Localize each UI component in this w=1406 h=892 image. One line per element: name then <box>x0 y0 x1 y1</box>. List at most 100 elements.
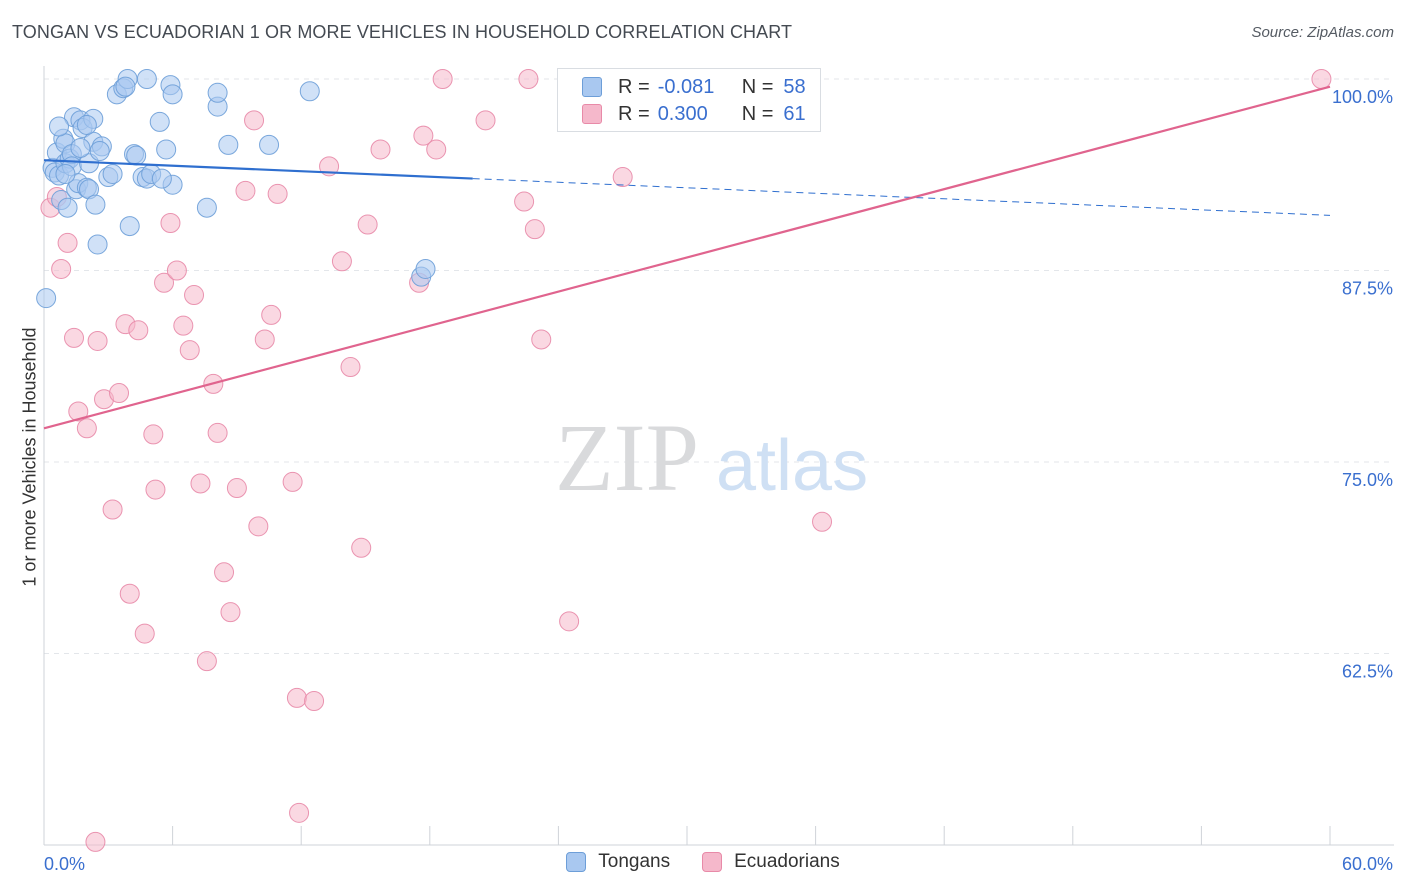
ecuadorian-point <box>518 69 539 89</box>
tongan-point <box>119 216 140 237</box>
ecuadorian-point <box>154 272 175 293</box>
ecuadorian-point <box>340 357 361 378</box>
ecuadorian-point <box>64 327 85 348</box>
tongan-point <box>115 76 136 97</box>
tongan-point <box>415 258 436 279</box>
series-ecuadorians <box>40 69 1332 852</box>
ecuadorian-point <box>413 125 434 146</box>
legend-r-label: R = <box>618 75 650 98</box>
ecuadorian-point <box>119 583 140 604</box>
watermark-atlas: atlas <box>716 426 868 506</box>
ecuadorian-point <box>128 320 149 341</box>
legend-r-value: -0.081 <box>657 75 715 98</box>
ecuadorian-point <box>426 139 447 160</box>
tongan-point <box>76 114 97 135</box>
series-tongans <box>36 69 436 309</box>
ecuadorian-point <box>190 473 211 494</box>
y-axis-label: 1 or more Vehicles in Household <box>19 327 40 587</box>
ecuadorian-point <box>432 69 453 89</box>
trendlines <box>43 85 1331 430</box>
ecuadorian-point <box>85 831 106 852</box>
watermark: ZIP atlas <box>555 404 868 511</box>
legend-n-value: 61 <box>783 102 806 125</box>
tongan-point <box>299 81 320 102</box>
ecuadorian-point <box>1311 69 1332 89</box>
ecuadorian-point <box>244 110 265 131</box>
tongan-point <box>55 163 76 184</box>
ecuadorian-point <box>812 511 833 532</box>
ecuadorian-point <box>57 232 78 253</box>
watermark-zip: ZIP <box>555 404 699 511</box>
x-tick-label-min: 0.0% <box>44 854 85 874</box>
ecuadorian-point <box>145 479 166 500</box>
ecuadorian-point <box>68 401 89 422</box>
ecuadorian-point <box>475 110 496 131</box>
series-legend: Tongans Ecuadorians <box>0 851 1406 873</box>
ecuadorian-point <box>351 537 372 558</box>
ecuadorian-point <box>254 329 275 350</box>
tongan-point <box>36 288 57 309</box>
ecuadorian-point <box>304 690 325 711</box>
legend-swatch-tongans <box>582 77 602 97</box>
x-axis <box>43 66 1394 846</box>
ecuadorian-point <box>524 219 545 240</box>
legend-swatch-ecuadorians <box>582 104 602 124</box>
tongan-point <box>70 137 91 158</box>
tongan-point <box>156 139 177 160</box>
legend-r-label: R = <box>618 102 650 125</box>
ecuadorian-point <box>179 340 200 361</box>
y-tick-label: 75.0% <box>1342 470 1393 490</box>
ecuadorian-point <box>76 418 97 439</box>
ecuadorian-point <box>143 424 164 445</box>
ecuadorian-point <box>319 156 340 177</box>
legend-label-ecuadorians: Ecuadorians <box>734 851 840 872</box>
ecuadorian-point <box>235 180 256 201</box>
gridlines <box>44 78 1394 654</box>
ecuadorian-point <box>282 471 303 492</box>
ecuadorian-point <box>196 651 217 672</box>
ecuadorian-point <box>51 258 72 279</box>
tongan-point <box>162 84 183 105</box>
legend-r-value: 0.300 <box>657 102 708 125</box>
tongan-point <box>218 134 239 155</box>
tongan-point <box>89 141 110 162</box>
tongan-point <box>259 134 280 155</box>
ecuadorian-point <box>207 422 228 443</box>
ecuadorian-point <box>160 213 181 234</box>
tongan-point <box>196 197 217 218</box>
tongan-point <box>49 116 70 137</box>
tongan-point <box>126 145 147 166</box>
tongan-point <box>136 69 157 89</box>
legend-n-label: N = <box>741 75 774 98</box>
y-tick-labels: 100.0% 87.5% 75.0% 62.5% <box>1332 87 1393 682</box>
ecuadorian-point <box>220 602 241 623</box>
legend-swatch-ecuadorians <box>702 852 723 872</box>
ecuadorian-point <box>514 191 535 212</box>
trendline-tongans <box>43 159 473 180</box>
ecuadorian-point <box>286 687 307 708</box>
source-label: Source: ZipAtlas.com <box>1251 24 1394 41</box>
chart-title: TONGAN VS ECUADORIAN 1 OR MORE VEHICLES … <box>12 22 793 42</box>
ecuadorian-point <box>289 802 310 823</box>
ecuadorian-point <box>184 285 205 306</box>
ecuadorian-point <box>134 623 155 644</box>
tongan-point <box>149 111 170 132</box>
y-tick-label: 87.5% <box>1342 279 1393 299</box>
ecuadorian-point <box>166 260 187 281</box>
trendline-ecuadorians <box>43 85 1331 430</box>
ecuadorian-point <box>531 329 552 350</box>
legend-item-ecuadorians[interactable]: Ecuadorians <box>702 851 840 873</box>
ecuadorian-point <box>109 383 130 404</box>
x-tick-label-max: 60.0% <box>1342 854 1393 874</box>
tongan-point <box>57 197 78 218</box>
ecuadorian-point <box>331 251 352 272</box>
tongan-point <box>85 194 106 215</box>
legend-item-tongans[interactable]: Tongans <box>566 851 670 873</box>
trendline-tongans-extension <box>472 178 1331 216</box>
legend-row-ecuadorians: R = 0.300 N = 61 <box>582 101 806 127</box>
legend-row-tongans: R = -0.081 N = 58 <box>582 74 806 100</box>
ecuadorian-point <box>87 330 108 351</box>
legend-n-value: 58 <box>783 75 806 98</box>
ecuadorian-point <box>261 304 282 325</box>
